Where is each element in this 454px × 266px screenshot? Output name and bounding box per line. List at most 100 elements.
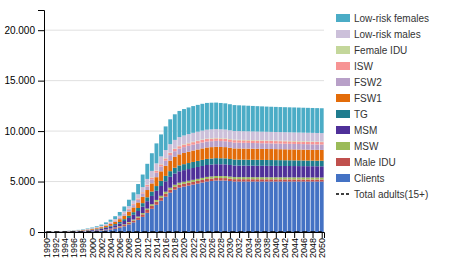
bar: [104, 227, 108, 229]
legend-label: Low-risk females: [354, 13, 429, 24]
bar: [292, 177, 296, 179]
bar: [311, 177, 315, 179]
tick-label: 10.000: [4, 126, 35, 137]
bar: [315, 177, 319, 179]
bar: [246, 179, 250, 181]
bar: [109, 222, 113, 223]
bar: [72, 230, 76, 231]
bar: [242, 166, 246, 178]
bar: [136, 202, 140, 208]
bar: [311, 161, 315, 167]
legend-label: ISW: [354, 61, 373, 72]
bar: [269, 160, 273, 166]
bar: [251, 179, 255, 181]
bar: [177, 165, 181, 171]
bar: [278, 132, 282, 141]
bar: [132, 207, 136, 212]
bar: [214, 158, 218, 164]
bar: [269, 182, 273, 232]
bar: [223, 103, 227, 129]
bar: [251, 143, 255, 149]
bar: [306, 133, 310, 142]
bar: [237, 177, 241, 179]
bar: [95, 227, 99, 228]
bar: [297, 179, 301, 181]
bar: [177, 137, 181, 146]
bar: [122, 206, 126, 211]
bar: [109, 228, 113, 230]
plot-area: 05.00010.00015.00020.0001990199219941996…: [4, 11, 327, 259]
bar: [255, 149, 259, 160]
tick-mark: [55, 232, 56, 238]
bar: [228, 179, 232, 181]
legend-label: Total adults(15+): [354, 189, 428, 200]
bar: [95, 229, 99, 230]
bar: [177, 171, 181, 182]
axis-line: [45, 233, 325, 239]
bar: [219, 139, 223, 141]
bar: [200, 166, 204, 178]
bar: [288, 107, 292, 132]
bar: [246, 160, 250, 166]
bar: [200, 148, 204, 159]
bar: [95, 227, 99, 228]
bar: [168, 153, 172, 155]
bar: [288, 160, 292, 166]
bar: [159, 196, 163, 198]
bar: [99, 228, 103, 230]
bar: [297, 144, 301, 150]
bar: [200, 131, 204, 140]
bar: [132, 201, 136, 204]
bar: [233, 143, 237, 149]
bar: [99, 229, 103, 230]
bar: [260, 160, 264, 166]
tick-mark: [193, 232, 194, 238]
bar: [173, 114, 177, 140]
bar: [283, 160, 287, 166]
bar: [297, 177, 301, 179]
bar: [145, 186, 149, 190]
bar: [228, 159, 232, 165]
bar: [265, 179, 269, 181]
bar: [136, 217, 140, 218]
bar: [233, 148, 237, 159]
bar: [81, 230, 85, 231]
bar: [159, 171, 163, 181]
bar: [99, 227, 103, 228]
line: [46, 231, 321, 232]
bar: [196, 184, 200, 232]
bar: [86, 229, 90, 230]
bar: [99, 230, 103, 231]
bar: [164, 192, 168, 194]
bar: [145, 164, 149, 179]
bar: [246, 182, 250, 232]
bar-series: [44, 103, 323, 232]
bar: [315, 150, 319, 161]
bar: [219, 129, 223, 138]
bar: [246, 106, 250, 132]
bar: [292, 179, 296, 181]
bar: [311, 150, 315, 161]
bar: [210, 178, 214, 181]
bar: [99, 226, 103, 227]
bar: [265, 177, 269, 179]
bar: [219, 178, 223, 180]
bar: [301, 144, 305, 149]
bar: [260, 166, 264, 177]
bar: [168, 155, 172, 160]
bar: [233, 140, 237, 142]
bar: [104, 228, 108, 229]
bar: [145, 179, 149, 185]
bar: [265, 166, 269, 177]
bar: [141, 192, 145, 193]
bar: [104, 224, 108, 225]
bar: [255, 166, 259, 178]
bar: [122, 219, 126, 221]
bar: [191, 106, 195, 133]
legend-item: Clients: [336, 173, 385, 184]
bar: [278, 179, 282, 181]
bar: [251, 106, 255, 131]
bar: [127, 206, 131, 209]
bar: [315, 133, 319, 142]
bar: [237, 182, 241, 232]
